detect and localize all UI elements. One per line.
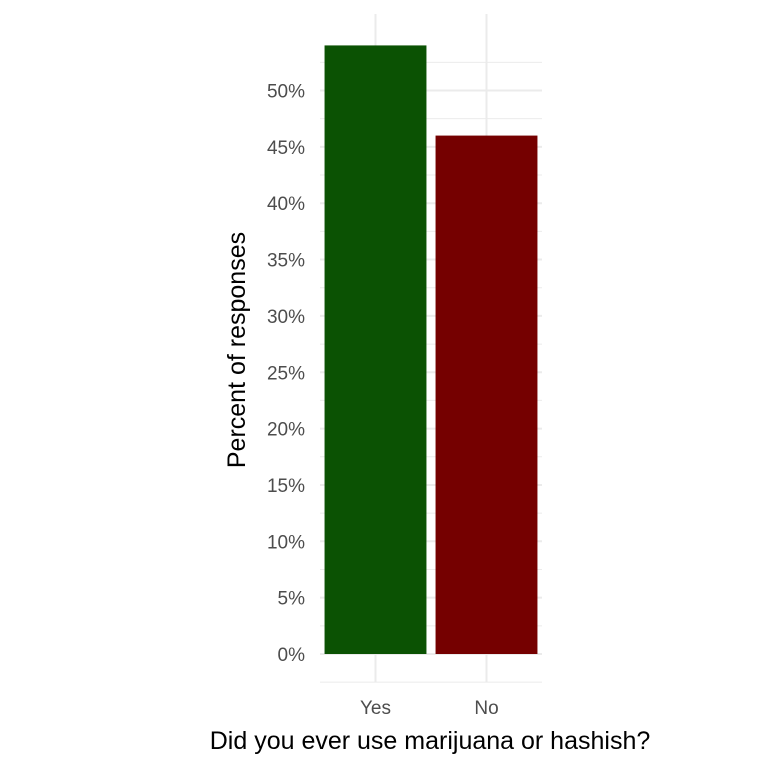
y-tick-label: 40%: [267, 194, 305, 215]
bar-no: [435, 135, 538, 654]
y-tick-label: 5%: [278, 589, 306, 610]
y-tick-label: 0%: [278, 645, 306, 666]
bar-yes: [324, 45, 427, 655]
x-tick-labels: Yes No: [360, 698, 499, 719]
x-tick-label: No: [474, 698, 498, 719]
y-tick-label: 25%: [267, 363, 305, 384]
bars: [324, 45, 538, 655]
y-tick-label: 15%: [267, 476, 305, 497]
y-tick-label: 30%: [267, 307, 305, 328]
x-axis-title: Did you ever use marijuana or hashish?: [210, 727, 651, 755]
y-tick-label: 20%: [267, 420, 305, 441]
y-tick-label: 10%: [267, 532, 305, 553]
y-tick-label: 45%: [267, 138, 305, 159]
y-tick-labels: 0% 5% 10% 15% 20% 25% 30% 35% 40% 45% 50%: [267, 82, 305, 667]
y-tick-label: 35%: [267, 251, 305, 272]
y-tick-label: 50%: [267, 82, 305, 103]
x-tick-label: Yes: [360, 698, 391, 719]
y-axis-title: Percent of responses: [223, 232, 251, 468]
